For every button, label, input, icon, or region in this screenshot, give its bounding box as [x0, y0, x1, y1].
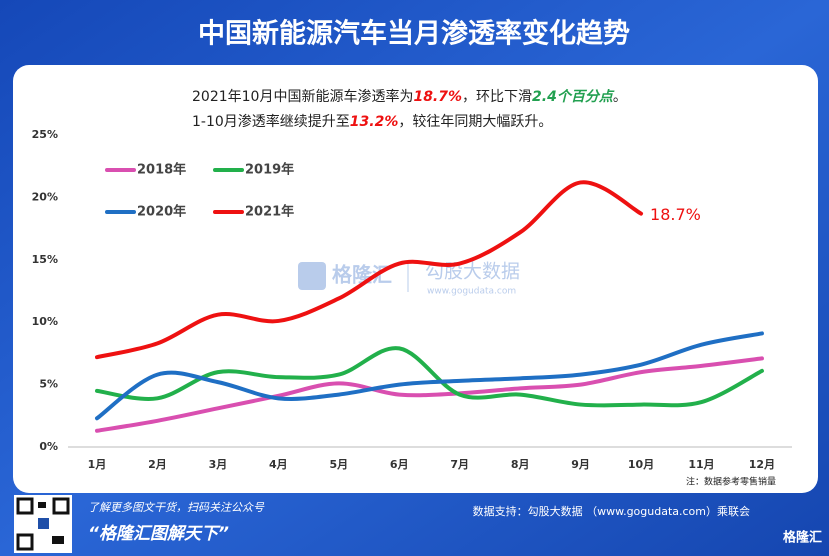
- x-tick-label: 5月: [329, 458, 348, 471]
- x-tick-label: 1月: [88, 458, 107, 471]
- y-tick-label: 25%: [32, 128, 58, 141]
- x-tick-label: 2月: [148, 458, 167, 471]
- y-tick-label: 10%: [32, 315, 58, 328]
- qr-corner: [16, 497, 34, 515]
- series-line: [95, 180, 644, 360]
- subtitle-text: 。: [613, 89, 627, 105]
- subtitle-highlight: 2.4个百分点: [532, 88, 615, 105]
- subtitle-highlight: 13.2%: [350, 114, 399, 130]
- subtitle-text: 1-10月渗透率继续提升至: [192, 113, 350, 130]
- x-tick-label: 8月: [511, 458, 530, 471]
- footer-source: 数据支持：勾股大数据 （www.gogudata.com）乘联会: [473, 504, 750, 518]
- series-line: [95, 331, 764, 421]
- x-tick-label: 3月: [209, 458, 228, 471]
- x-tick-label: 7月: [450, 458, 469, 471]
- subtitle: 1-10月渗透率继续提升至13.2%，较往年同期大幅跃升。: [192, 113, 552, 130]
- watermark-icon: [298, 262, 326, 290]
- qr-corner: [16, 533, 34, 551]
- x-tick-label: 9月: [571, 458, 590, 471]
- subtitle-text: ，较往年同期大幅跃升。: [398, 114, 552, 130]
- subtitle: 2021年10月中国新能源车渗透率为18.7%，环比下滑2.4个百分点。: [192, 88, 627, 105]
- x-tick-label: 4月: [269, 458, 288, 471]
- legend-label: 2021年: [245, 204, 294, 220]
- y-tick-label: 20%: [32, 190, 58, 203]
- y-tick-label: 0%: [39, 440, 58, 453]
- x-tick-label: 11月: [688, 458, 714, 471]
- y-tick-label: 15%: [32, 253, 58, 266]
- x-tick-label: 6月: [390, 458, 409, 471]
- series-line: [95, 356, 764, 433]
- watermark-text: www.gogudata.com: [427, 287, 516, 297]
- footer-slogan: “格隆汇图解天下”: [88, 524, 229, 544]
- legend-label: 2019年: [245, 162, 294, 178]
- subtitle-highlight: 18.7%: [413, 89, 462, 105]
- qr-dot: [52, 536, 64, 544]
- qr-dot: [38, 502, 46, 508]
- footer-logo: 格隆汇: [783, 530, 822, 546]
- series-line: [95, 346, 764, 408]
- note: 注：数据参考零售销量: [686, 476, 776, 488]
- panel: [13, 65, 818, 493]
- subtitle-text: ，环比下滑: [462, 88, 532, 105]
- data-label: 18.7%: [650, 205, 701, 224]
- qr-center: [38, 518, 49, 529]
- legend-label: 2020年: [137, 204, 186, 220]
- qr-code: [14, 495, 72, 553]
- subtitle-text: 2021年10月中国新能源车渗透率为: [192, 88, 413, 105]
- footer-promo: 了解更多图文干货，扫码关注公众号: [88, 501, 265, 514]
- title: 中国新能源汽车当月渗透率变化趋势: [198, 18, 630, 50]
- x-tick-label: 12月: [749, 458, 775, 471]
- legend-label: 2018年: [137, 162, 186, 178]
- x-tick-label: 10月: [628, 458, 654, 471]
- y-tick-label: 5%: [39, 378, 58, 391]
- qr-corner: [52, 497, 70, 515]
